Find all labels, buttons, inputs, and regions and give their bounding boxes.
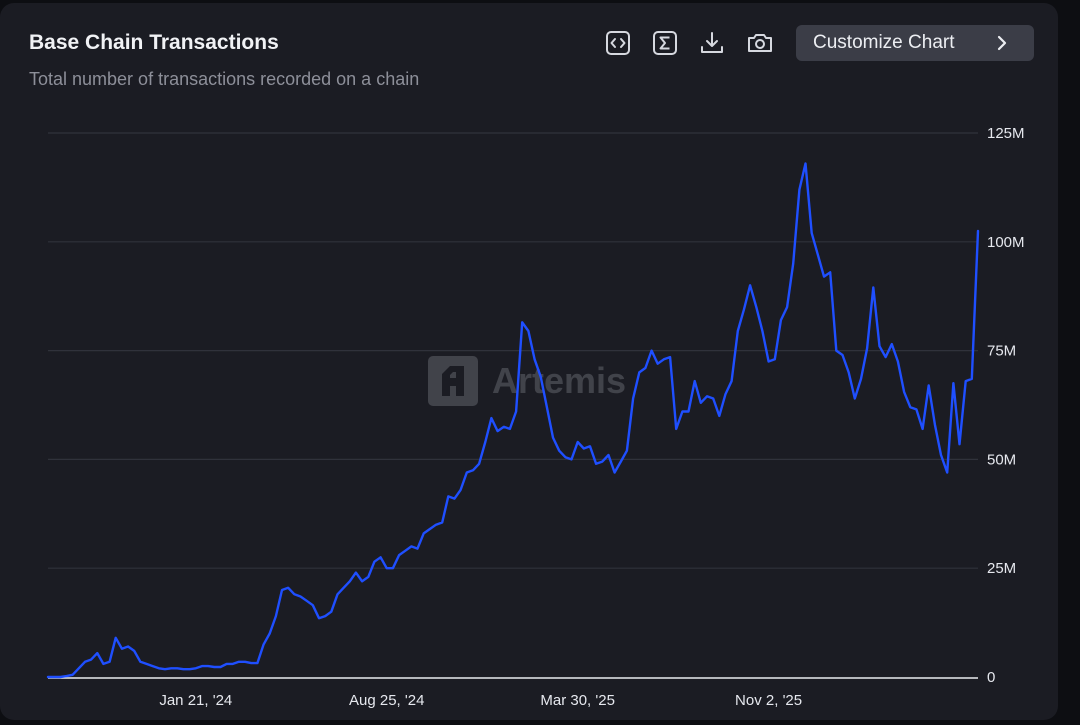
- x-tick-label: Nov 2, '25: [735, 692, 802, 709]
- y-tick-label: 125M: [987, 125, 1025, 142]
- x-tick-label: Mar 30, '25: [540, 692, 615, 709]
- x-tick-label: Aug 25, '24: [349, 692, 424, 709]
- chart-area: 0 25M 50M 75M 100M 125M Jan 21, '24 Aug 25, '24…: [0, 3, 1058, 720]
- y-tick-label: 100M: [987, 234, 1025, 251]
- y-tick-label: 75M: [987, 343, 1016, 360]
- y-tick-label: 50M: [987, 451, 1016, 468]
- x-tick-label: Jan 21, '24: [159, 692, 232, 709]
- y-tick-label: 0: [987, 669, 995, 686]
- line-chart: 0 25M 50M 75M 100M 125M Jan 21, '24 Aug 25, '24…: [0, 3, 1058, 720]
- series-line-transactions: [48, 164, 978, 678]
- chart-card: Base Chain Transactions Total number of …: [0, 3, 1058, 720]
- y-tick-label: 25M: [987, 560, 1016, 577]
